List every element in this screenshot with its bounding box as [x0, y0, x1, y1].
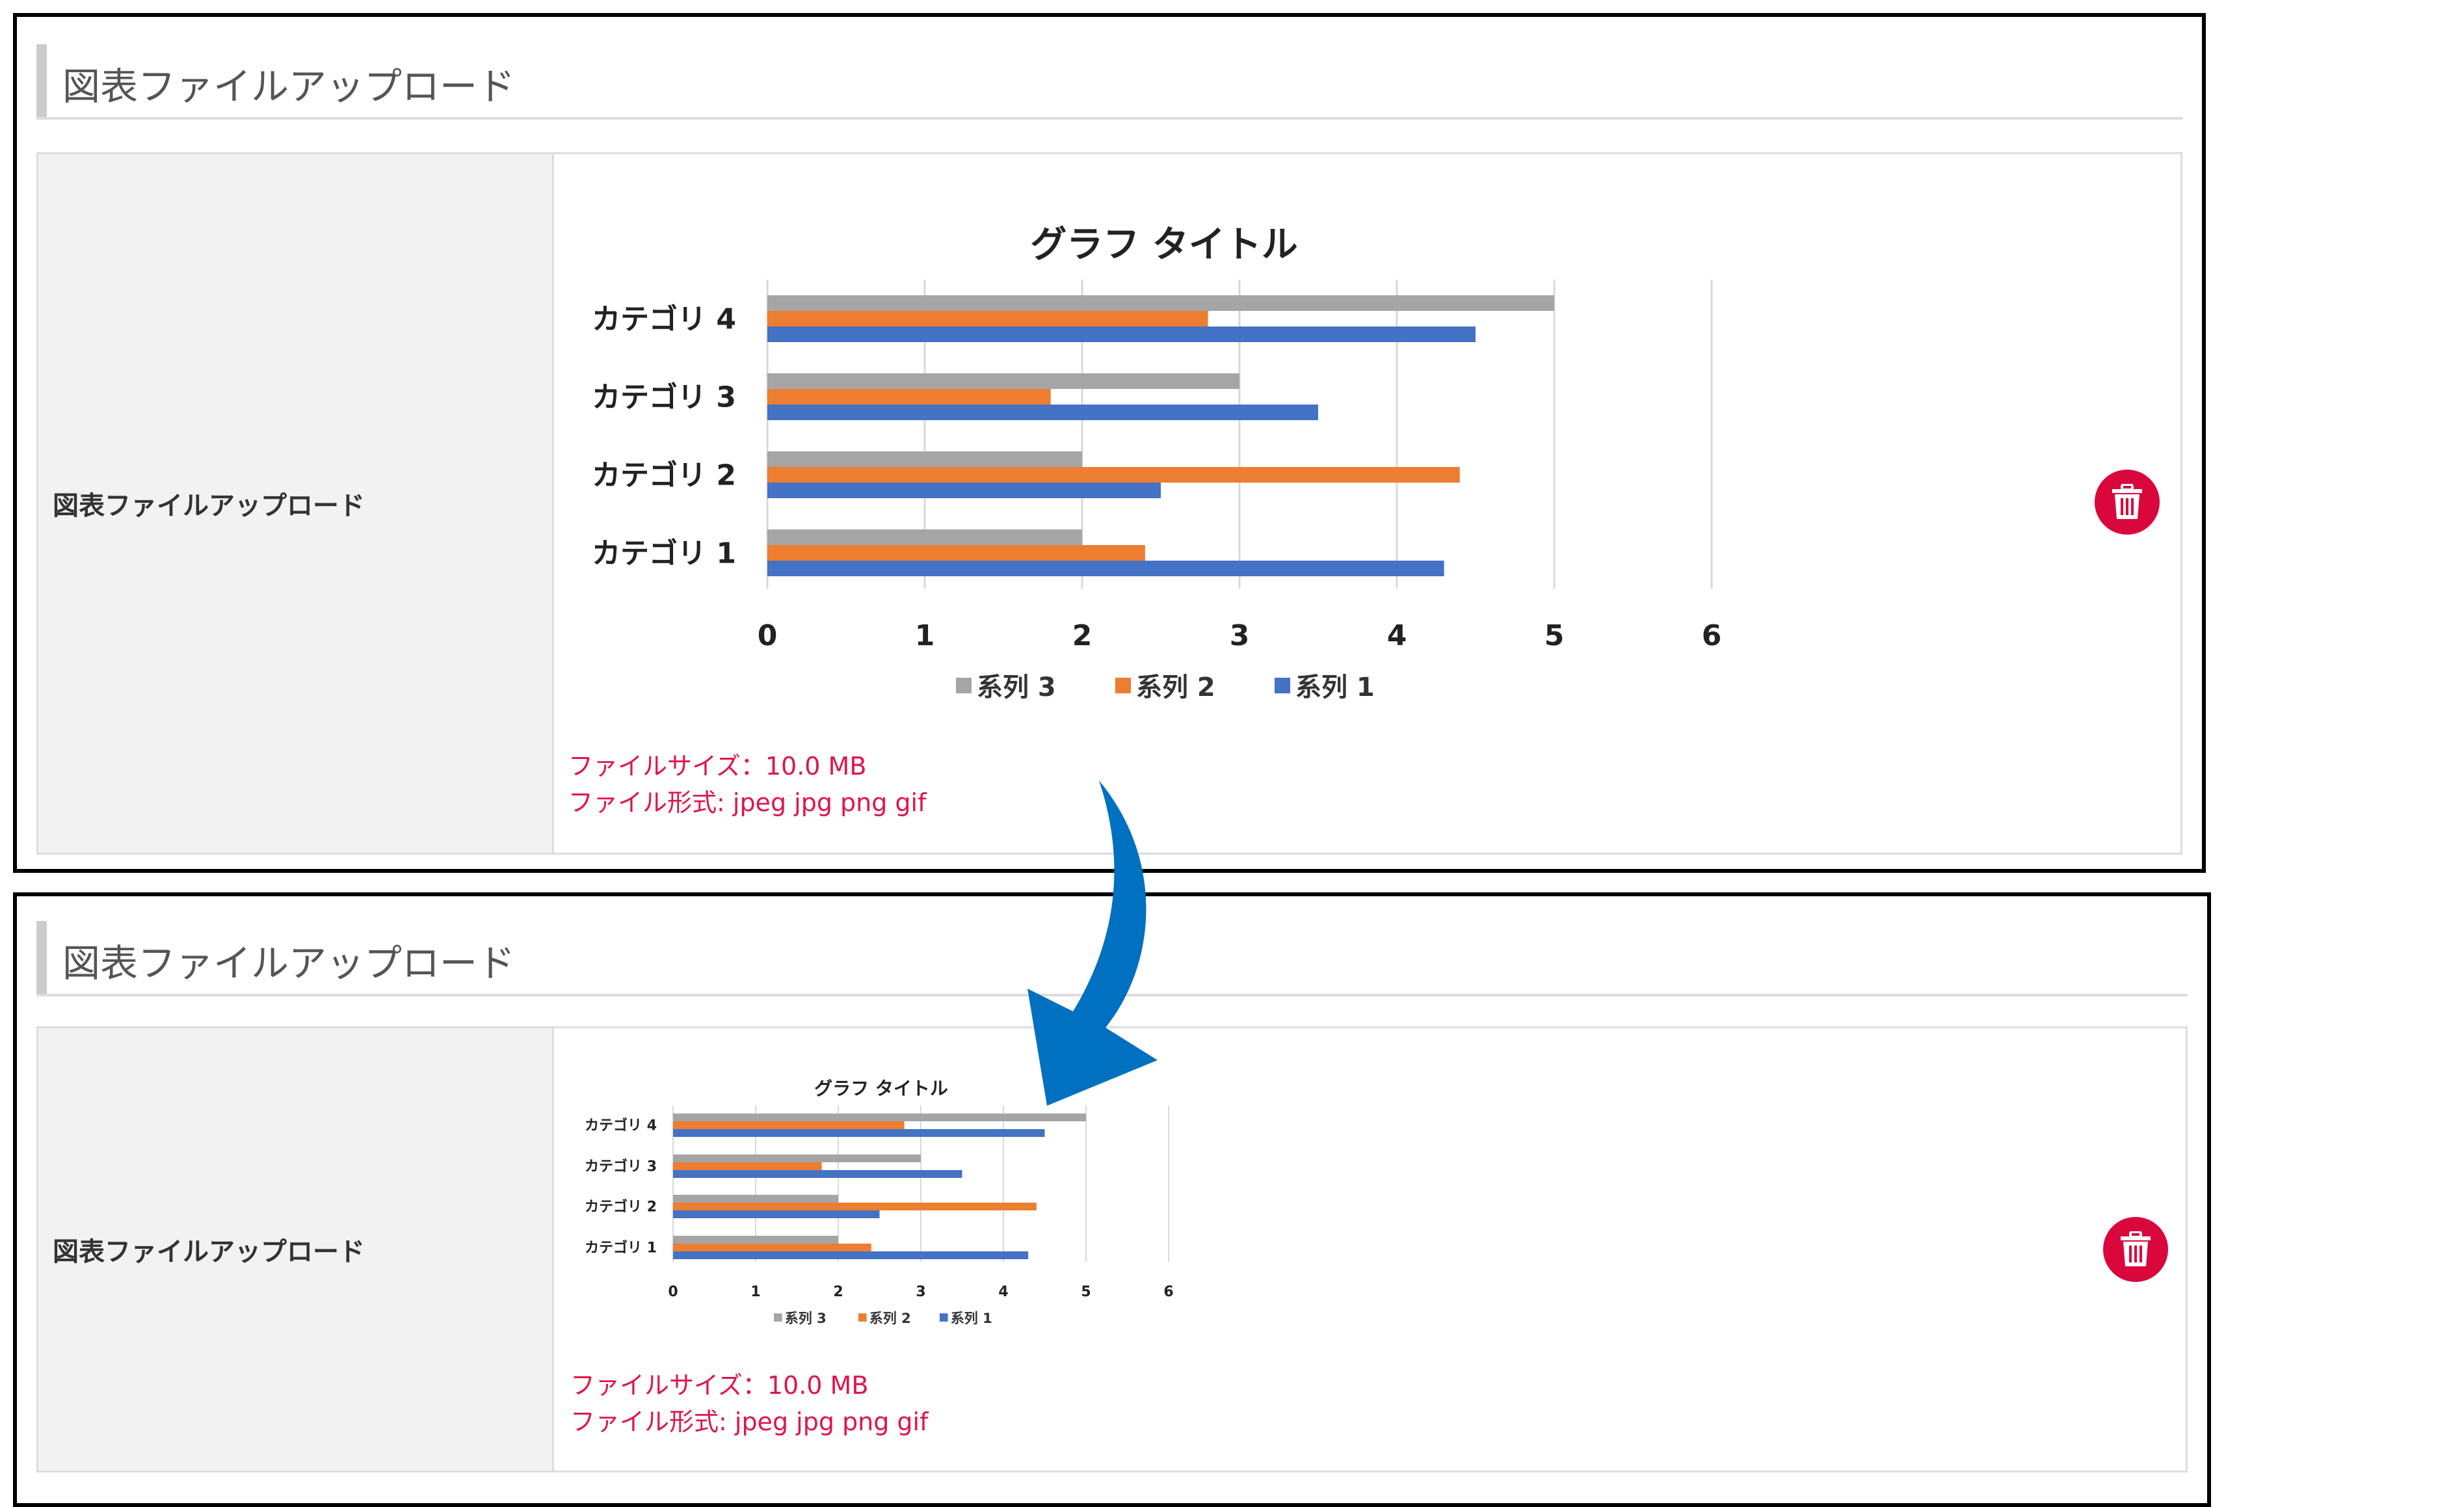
form-row: 図表ファイルアップロード ファイルサイズ：10.0 MB ファイル形式: jpe… [36, 1026, 2188, 1473]
file-size-note: ファイルサイズ：10.0 MB [570, 1371, 869, 1400]
delete-button[interactable] [2095, 470, 2160, 535]
file-format-note: ファイル形式: jpeg jpg png gif [570, 1407, 929, 1436]
field-label: 図表ファイルアップロード [53, 491, 365, 521]
field-label-cell: 図表ファイルアップロード [38, 1028, 554, 1471]
file-size-note: ファイルサイズ：10.0 MB [568, 752, 867, 780]
section-header: 図表ファイルアップロード [36, 921, 2188, 996]
section-header-accent [36, 44, 47, 117]
section-header-accent [36, 921, 47, 994]
section-title: 図表ファイルアップロード [62, 941, 516, 985]
file-format-note: ファイル形式: jpeg jpg png gif [568, 788, 927, 817]
upload-panel-original: 図表ファイルアップロード 図表ファイルアップロード ファイルサイズ：10.0 M… [13, 13, 2206, 873]
trash-icon [2112, 484, 2142, 519]
form-row: 図表ファイルアップロード ファイルサイズ：10.0 MB ファイル形式: jpe… [36, 152, 2182, 855]
field-label-cell: 図表ファイルアップロード [38, 154, 554, 853]
delete-button[interactable] [2103, 1217, 2168, 1282]
section-title: 図表ファイルアップロード [62, 64, 516, 109]
field-label: 図表ファイルアップロード [53, 1237, 365, 1267]
trash-icon [2121, 1231, 2151, 1266]
upload-panel-resized: 図表ファイルアップロード 図表ファイルアップロード ファイルサイズ：10.0 M… [13, 892, 2211, 1507]
section-header: 図表ファイルアップロード [36, 44, 2182, 120]
